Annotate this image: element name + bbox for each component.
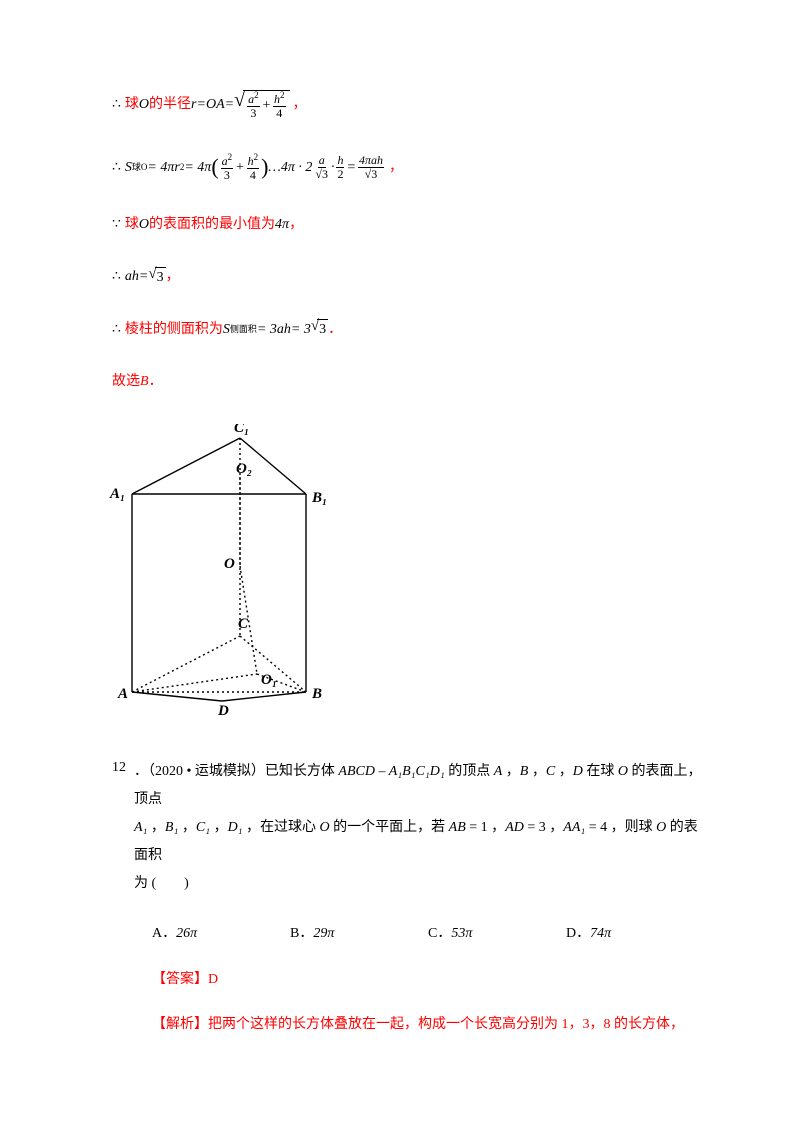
option-c[interactable]: C．53π	[428, 924, 566, 944]
svg-text:D: D	[217, 703, 229, 719]
sqrt-icon: √3	[148, 267, 165, 288]
svg-text:O: O	[224, 556, 235, 572]
solution-line-5: 棱柱的侧面积为 S侧面积 = 3 ah = 3 √3 ．	[112, 319, 704, 340]
sqrt-icon: √3	[311, 319, 328, 340]
solution-line-4: ah = √3 ，	[112, 267, 704, 288]
prism-diagram: A B C D A₁ B₁ C₁ O O₁ O₂	[102, 424, 704, 731]
svg-text:C₁: C₁	[234, 424, 249, 436]
svg-text:O₁: O₁	[261, 672, 277, 688]
option-b[interactable]: B．29π	[290, 924, 428, 944]
text: 球	[125, 95, 139, 115]
solution-line-1: 球 O 的半径 r = OA = √ a23 + h24 ，	[112, 90, 704, 120]
solution-line-3: 球 O 的表面积的最小值为 4π ，	[112, 215, 704, 235]
explanation-line: 【解析】把两个这样的长方体叠放在一起，构成一个长宽高分别为 1，3，8 的长方体…	[112, 1015, 704, 1035]
options-row: A．26π B．29π C．53π D．74π	[112, 924, 704, 944]
text: 的半径	[149, 95, 191, 115]
svg-text:A: A	[117, 686, 128, 702]
sqrt-icon: √ a23 + h24	[234, 90, 289, 120]
solution-line-2: S球O = 4π r2 = 4π ( a23 + h24 ) … 4π · 2 …	[112, 152, 704, 183]
solution-conclusion: 故选 B ．	[112, 372, 704, 392]
var-O: O	[139, 95, 149, 115]
svg-text:B: B	[311, 686, 322, 702]
question-12: 12 ．（2020 • 运城模拟）已知长方体 ABCD – A₁B₁C₁D₁ 的…	[112, 758, 704, 898]
svg-text:A₁: A₁	[109, 486, 125, 502]
option-a[interactable]: A．26π	[152, 924, 290, 944]
svg-text:O₂: O₂	[236, 461, 252, 477]
answer-line: 【答案】D	[112, 970, 704, 990]
svg-text:B₁: B₁	[311, 490, 327, 506]
svg-text:C: C	[238, 616, 249, 632]
option-d[interactable]: D．74π	[566, 924, 704, 944]
